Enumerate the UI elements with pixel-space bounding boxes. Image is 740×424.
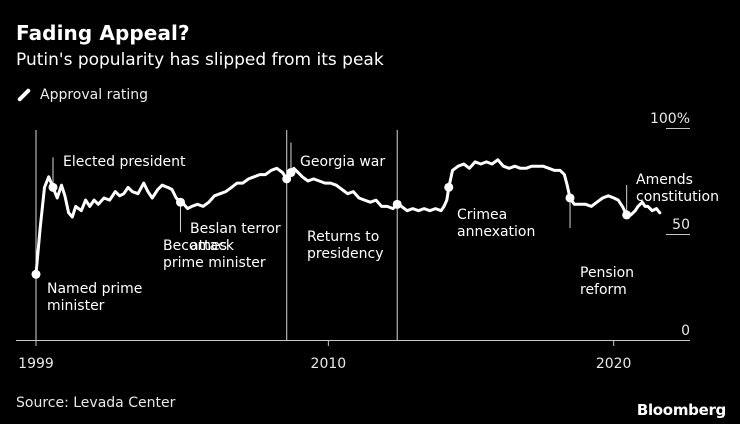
annotation-label-beslan-1: attack [190,238,235,254]
chart-subtitle: Putin's popularity has slipped from its … [16,50,384,70]
x-tick-label-0: 1999 [18,356,54,372]
annotation-label-pension-1: reform [580,282,627,298]
annotation-label-constitution-1: constitution [636,189,719,205]
annotation-label-returns-1: presidency [307,246,384,262]
legend: Approval rating [16,87,148,103]
annotation-dot-crimea [444,182,454,192]
y-tick-label-2: 0 [681,323,690,339]
bloomberg-logo: Bloomberg [636,401,726,419]
annotation-dot-constitution [622,210,632,220]
annotation-label-named-pm-0: Named prime [47,281,142,297]
annotation-dot-returns [392,199,402,209]
annotation-label-named-pm-1: minister [47,298,105,314]
annotation-label-elected-0: Elected president [63,154,186,170]
y-tick-label-1: 50 [672,217,690,233]
annotation-label-crimea-0: Crimea [457,207,507,223]
x-tick-label-1: 2010 [311,356,347,372]
annotation-dot-becomes-pm [282,174,292,184]
y-tick-label-0: 100% [650,111,690,127]
annotation-label-constitution-0: Amends [636,172,693,188]
legend-label: Approval rating [40,87,149,103]
source-note: Source: Levada Center [16,395,176,411]
chart-title: Fading Appeal? [16,21,190,45]
annotation-label-crimea-1: annexation [457,224,535,240]
x-tick-label-2: 2020 [596,356,632,372]
annotation-dot-beslan [175,197,185,207]
annotation-label-georgia-0: Georgia war [300,154,385,170]
annotation-label-becomes-pm-1: prime minister [163,255,266,271]
annotation-dot-georgia [286,168,296,178]
annotation-dot-named-pm [31,269,41,279]
annotation-label-returns-0: Returns to [307,229,379,245]
annotation-label-becomes-pm-0: Becomes [163,238,227,254]
annotation-dot-pension [565,193,575,203]
approval-rating-line [34,158,662,276]
annotation-dot-elected [48,182,58,192]
annotation-label-pension-0: Pension [580,265,634,281]
annotation-label-beslan-0: Beslan terror [190,221,281,237]
